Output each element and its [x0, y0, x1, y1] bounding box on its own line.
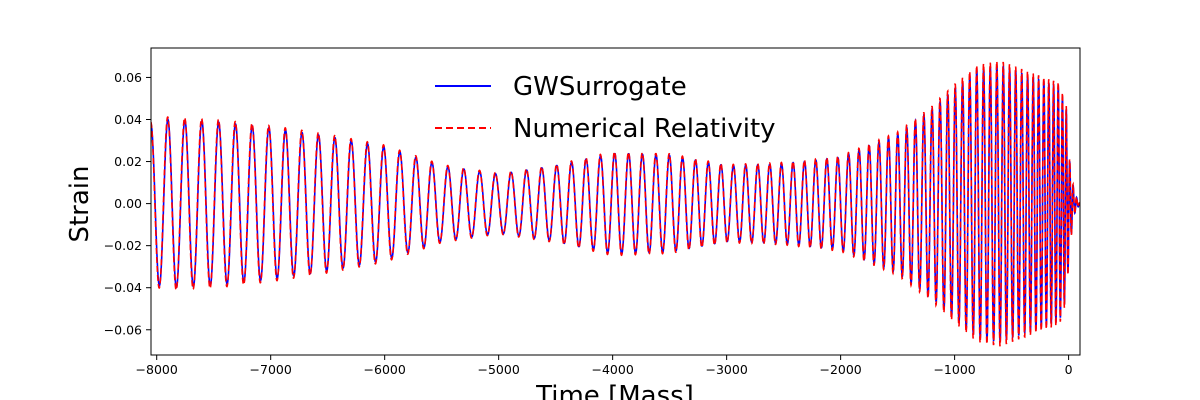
x-tick-label: −8000 [136, 362, 178, 377]
y-axis-title: Strain [65, 165, 95, 242]
legend-label-gwsurrogate: GWSurrogate [513, 72, 687, 102]
x-tick-label: −5000 [478, 362, 520, 377]
x-tick-label: −3000 [705, 362, 747, 377]
x-tick-label: −4000 [592, 362, 634, 377]
axes: −8000 −7000 −6000 −5000 −4000 −3000 −2000 −1000… [104, 47, 1081, 377]
legend: GWSurrogate Numerical Relativity [425, 63, 805, 153]
legend-label-numerical-relativity: Numerical Relativity [513, 114, 776, 144]
x-tick-label: 0 [1065, 362, 1073, 377]
x-axis-title: Time [Mass] [535, 381, 694, 400]
y-tick-label: −0.04 [104, 280, 142, 295]
x-tick-label: −2000 [819, 362, 861, 377]
legend-box [425, 63, 805, 153]
axes-frame [150, 47, 1081, 356]
x-tick-label: −7000 [250, 362, 292, 377]
y-tick-label: −0.06 [104, 322, 142, 337]
plot-area [151, 61, 1080, 347]
y-tick-label: 0.06 [114, 70, 142, 85]
x-tick-label: −1000 [933, 362, 975, 377]
y-tick-label: 0.00 [114, 196, 142, 211]
y-tick-label: 0.02 [114, 154, 142, 169]
series-line-numerical-relativity [151, 61, 1080, 347]
x-tick-label: −6000 [364, 362, 406, 377]
y-tick-label: −0.02 [104, 238, 142, 253]
y-tick-label: 0.04 [114, 112, 142, 127]
